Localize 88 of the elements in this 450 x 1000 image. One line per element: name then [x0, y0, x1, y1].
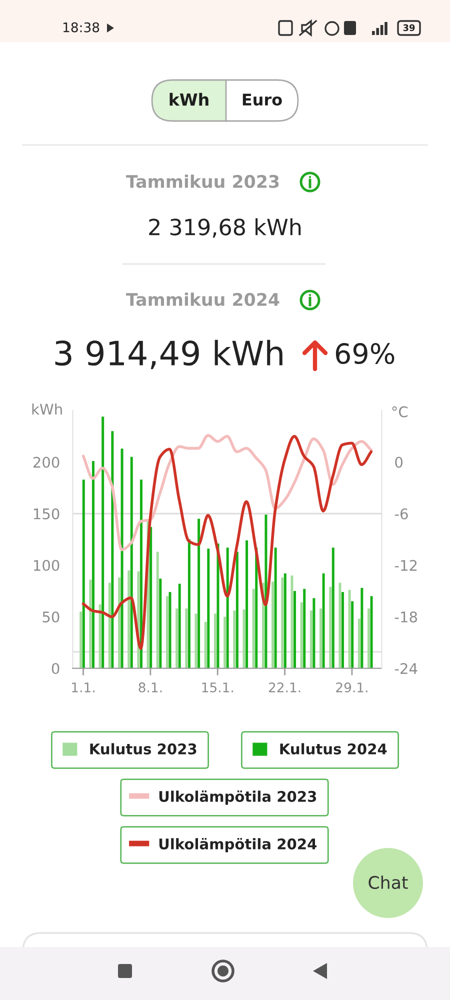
- bar: [341, 592, 344, 668]
- bar: [281, 578, 284, 668]
- bar: [159, 578, 162, 668]
- x-tick-label: 29.1.: [336, 682, 368, 692]
- y2-axis-title: °C: [392, 406, 408, 418]
- bar: [207, 548, 210, 668]
- bar: [320, 608, 322, 668]
- bar: [140, 480, 142, 668]
- bar: [358, 618, 360, 668]
- bar: [214, 614, 216, 668]
- y2-tick-label: -12: [394, 560, 417, 571]
- text: Euro: [242, 94, 282, 106]
- bar: [246, 540, 248, 668]
- bar: [130, 456, 133, 668]
- bar: [348, 590, 351, 668]
- x-tick-label: 15.1.: [202, 682, 233, 692]
- x-tick-label: 8.1.: [138, 682, 162, 692]
- bar: [111, 431, 114, 668]
- bar: [236, 552, 238, 668]
- y-tick-label: 50: [42, 611, 60, 622]
- bar: [226, 548, 229, 668]
- text: 2 319,68 kWh: [149, 218, 301, 238]
- bar: [332, 548, 334, 668]
- bar: [166, 596, 168, 668]
- bar: [329, 586, 332, 668]
- bar: [224, 616, 226, 668]
- bar: [92, 461, 94, 668]
- legend-label: Ulkolämpötila 2024: [159, 838, 317, 852]
- x-tick-label: 1.1.: [72, 682, 94, 692]
- bar: [310, 610, 312, 668]
- x-tick-label: 22.1.: [268, 682, 300, 692]
- bar: [108, 582, 111, 668]
- y2-tick-label: -6: [394, 508, 408, 520]
- bar: [351, 601, 354, 668]
- text: kWh: [170, 92, 208, 106]
- bar: [233, 610, 236, 668]
- bar: [370, 596, 373, 668]
- text: Tammikuu 2024: [126, 292, 280, 306]
- legend-label: Ulkolämpötila 2023: [159, 790, 316, 805]
- bar: [128, 570, 130, 668]
- bar: [82, 480, 85, 668]
- y-axis-title: kWh: [32, 403, 62, 415]
- bar: [150, 527, 152, 668]
- bar: [204, 622, 207, 668]
- y2-tick-label: -18: [394, 611, 418, 622]
- bar: [168, 592, 172, 668]
- bar: [102, 416, 104, 668]
- y-tick-label: 100: [34, 560, 60, 571]
- bar: [300, 602, 303, 668]
- bar: [294, 590, 296, 668]
- y-tick-label: 0: [52, 663, 60, 674]
- bar: [252, 588, 255, 668]
- text: 39: [403, 24, 415, 32]
- bar: [194, 614, 198, 668]
- bar: [198, 518, 200, 668]
- bar: [176, 608, 178, 668]
- bar: [322, 573, 325, 668]
- bar: [274, 548, 277, 668]
- bar: [284, 573, 286, 668]
- bar: [80, 612, 82, 668]
- bar: [120, 448, 124, 668]
- bar: [272, 582, 274, 668]
- legend-label: Kulutus 2023: [90, 743, 196, 754]
- y-tick-label: 150: [34, 508, 60, 520]
- text: 69%: [336, 343, 394, 364]
- y2-tick-label: 0: [395, 456, 403, 468]
- bar: [303, 588, 306, 668]
- bar: [89, 580, 92, 668]
- bar: [98, 604, 102, 668]
- bar: [338, 582, 342, 668]
- y2-tick-label: -24: [394, 663, 418, 674]
- bar: [185, 608, 188, 668]
- bar: [156, 552, 159, 668]
- bar: [312, 598, 316, 668]
- legend-label: Kulutus 2024: [280, 743, 387, 754]
- bar: [368, 608, 370, 668]
- bar: [188, 539, 190, 668]
- bar: [178, 584, 181, 668]
- y-tick-label: 200: [33, 456, 60, 468]
- bar: [264, 514, 268, 668]
- bar: [118, 578, 120, 668]
- bar: [290, 575, 294, 668]
- text: 3 914,49 kWh: [55, 340, 282, 370]
- bar: [360, 588, 364, 668]
- text: 18:38: [63, 22, 100, 32]
- text: Tammikuu 2023: [126, 174, 279, 188]
- bar: [242, 610, 246, 668]
- text: Chat: [368, 876, 408, 890]
